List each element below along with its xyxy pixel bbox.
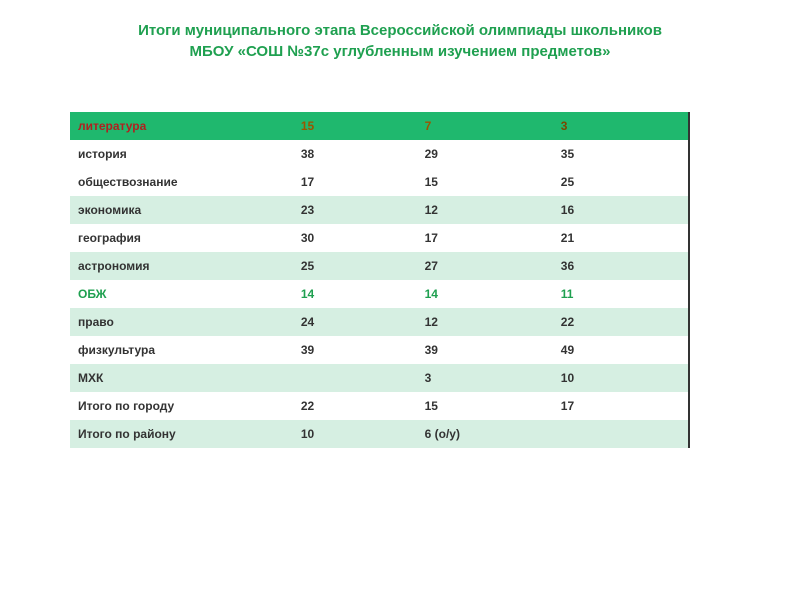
row-label: МХК [70,364,293,392]
row-v1: 30 [293,224,417,252]
header-label: литература [70,112,293,140]
row-v3: 49 [553,336,689,364]
row-label: астрономия [70,252,293,280]
row-v2: 15 [417,392,553,420]
row-label: обществознание [70,168,293,196]
row-v3: 21 [553,224,689,252]
row-v1: 10 [293,420,417,448]
row-label: Итого по городу [70,392,293,420]
table-row: астрономия252736 [70,252,689,280]
table-row: право241222 [70,308,689,336]
row-label: история [70,140,293,168]
row-v1: 23 [293,196,417,224]
row-v2: 17 [417,224,553,252]
row-v2: 27 [417,252,553,280]
row-v3: 35 [553,140,689,168]
table-row: ОБЖ141411 [70,280,689,308]
row-v3: 25 [553,168,689,196]
row-v3: 36 [553,252,689,280]
row-v3: 16 [553,196,689,224]
row-v3: 11 [553,280,689,308]
header-v2: 7 [417,112,553,140]
row-v2: 12 [417,308,553,336]
row-v2: 39 [417,336,553,364]
row-v1: 22 [293,392,417,420]
title-line-2: МБОУ «СОШ №37с углубленным изучением пре… [190,43,611,60]
row-v2: 29 [417,140,553,168]
row-v3: 10 [553,364,689,392]
row-v1: 14 [293,280,417,308]
table-row: география301721 [70,224,689,252]
row-label: физкультура [70,336,293,364]
table-row: обществознание171525 [70,168,689,196]
row-v2: 14 [417,280,553,308]
row-v2: 15 [417,168,553,196]
title-line-1: Итоги муниципального этапа Всероссийской… [138,22,662,39]
header-v3: 3 [553,112,689,140]
row-v1 [293,364,417,392]
table-row: Итого по городу221517 [70,392,689,420]
table-header-row: литература1573 [70,112,689,140]
results-table: литература1573история382935обществознани… [70,112,690,448]
row-v2: 12 [417,196,553,224]
row-label: экономика [70,196,293,224]
row-v1: 38 [293,140,417,168]
row-label: ОБЖ [70,280,293,308]
table-row: история382935 [70,140,689,168]
row-v1: 25 [293,252,417,280]
row-label: право [70,308,293,336]
row-v3 [553,420,689,448]
page-title: Итоги муниципального этапа Всероссийской… [40,20,760,62]
row-v1: 24 [293,308,417,336]
table-row: экономика231216 [70,196,689,224]
header-v1: 15 [293,112,417,140]
row-label: Итого по району [70,420,293,448]
row-label: география [70,224,293,252]
row-v1: 39 [293,336,417,364]
row-v3: 17 [553,392,689,420]
table-row: Итого по району106 (о/у) [70,420,689,448]
row-v1: 17 [293,168,417,196]
results-table-container: литература1573история382935обществознани… [70,112,690,448]
table-row: МХК 310 [70,364,689,392]
row-v2: 6 (о/у) [417,420,553,448]
row-v3: 22 [553,308,689,336]
table-row: физкультура393949 [70,336,689,364]
row-v2: 3 [417,364,553,392]
